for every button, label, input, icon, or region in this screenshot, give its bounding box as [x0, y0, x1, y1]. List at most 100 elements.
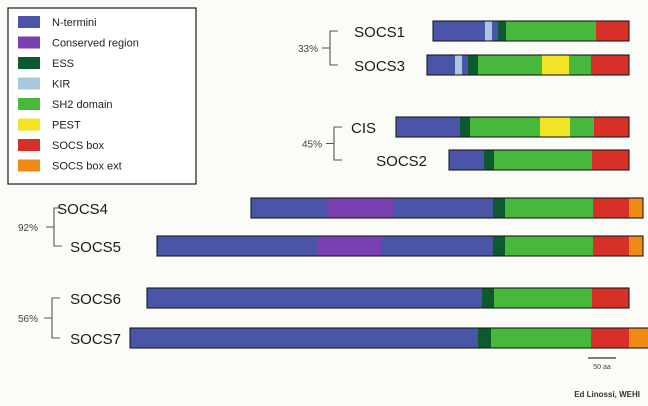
- segment-socs-box: [591, 55, 629, 75]
- protein-bar-socs3: [426, 54, 630, 76]
- legend-label-n-termini: N-termini: [52, 17, 97, 29]
- segment-ess: [498, 21, 506, 41]
- bracket-line: [44, 297, 60, 339]
- protein-label-socs5: SOCS5: [70, 239, 121, 256]
- segment-n-termini: [251, 198, 327, 218]
- segment-kir: [485, 21, 492, 41]
- protein-label-socs3: SOCS3: [354, 58, 405, 75]
- segment-sh2-domain: [491, 328, 591, 348]
- segment-n-termini: [462, 55, 468, 75]
- legend-swatch-conserved-region: [18, 36, 40, 49]
- segment-conserved-region: [317, 236, 381, 256]
- protein-bar-outline: [432, 20, 630, 42]
- legend-swatch-sh2-domain: [18, 98, 40, 110]
- legend-swatch-pest: [18, 118, 40, 131]
- credit-text: Ed Linossi, WEHI: [574, 390, 640, 399]
- segment-socs-box: [592, 288, 629, 308]
- segment-n-termini: [147, 288, 482, 308]
- legend-swatch-n-termini: [18, 16, 40, 28]
- legend-label-conserved-region: Conserved region: [52, 38, 139, 50]
- segment-sh2-domain: [570, 117, 594, 137]
- legend-label-sh2-domain: SH2 domain: [52, 99, 113, 111]
- legend-label-kir: KIR: [52, 79, 70, 91]
- segment-socs-box: [596, 21, 629, 41]
- protein-bars: [129, 20, 648, 349]
- legend-swatch-socs-box: [18, 139, 40, 151]
- segment-socs-box: [591, 328, 629, 348]
- segment-sh2-domain: [494, 150, 592, 170]
- segment-ess: [478, 328, 491, 348]
- legend-label-ess: ESS: [52, 58, 74, 70]
- legend-swatch-kir: [18, 77, 40, 90]
- homology-percent: 56%: [18, 314, 38, 325]
- protein-bar-socs5: [156, 235, 644, 257]
- segment-n-termini: [492, 21, 498, 41]
- homology-bracket-socs1-socs3: 33%: [298, 30, 338, 66]
- segment-socs-box: [593, 236, 629, 256]
- protein-label-socs6: SOCS6: [70, 291, 121, 308]
- protein-label-socs7: SOCS7: [70, 331, 121, 348]
- segment-socs-box: [592, 150, 629, 170]
- bracket-line: [46, 207, 62, 247]
- homology-percent: 33%: [298, 44, 318, 55]
- scale-bar: 50 aa: [588, 357, 616, 371]
- protein-label-cis: CIS: [351, 120, 376, 137]
- protein-bar-outline: [250, 197, 644, 219]
- segment-n-termini: [396, 117, 460, 137]
- segment-sh2-domain: [470, 117, 540, 137]
- segment-sh2-domain: [506, 21, 596, 41]
- homology-bracket-cis-socs2: 45%: [302, 126, 342, 161]
- protein-bar-socs1: [432, 20, 630, 42]
- segment-socs-box-ext: [629, 236, 643, 256]
- segment-ess: [493, 198, 505, 218]
- segment-socs-box: [593, 198, 629, 218]
- segment-socs-box-ext: [629, 328, 648, 348]
- protein-label-socs1: SOCS1: [354, 24, 405, 41]
- segment-sh2-domain: [478, 55, 542, 75]
- legend-swatch-ess: [18, 57, 40, 69]
- segment-ess: [460, 117, 470, 137]
- protein-bar-outline: [395, 116, 630, 138]
- legend: N-termini Conserved region ESS KIR SH2 domai…: [7, 7, 197, 185]
- protein-label-socs4: SOCS4: [57, 201, 108, 218]
- bracket-line: [326, 126, 342, 161]
- legend-label-socs-box-ext: SOCS box ext: [52, 161, 122, 173]
- segment-n-termini: [130, 328, 478, 348]
- segment-n-termini: [433, 21, 485, 41]
- legend-label-socs-box: SOCS box: [52, 140, 104, 152]
- protein-bar-socs6: [146, 287, 630, 309]
- legend-label-pest: PEST: [52, 120, 81, 132]
- segment-socs-box: [594, 117, 629, 137]
- homology-brackets: 33% 45% 92% 56%: [18, 30, 342, 339]
- protein-bar-outline: [448, 149, 630, 171]
- protein-bar-outline: [129, 327, 648, 349]
- segment-n-termini: [449, 150, 484, 170]
- protein-bar-cis: [395, 116, 630, 138]
- segment-pest: [540, 117, 570, 137]
- homology-bracket-socs6-socs7: 56%: [18, 297, 60, 339]
- protein-bar-outline: [146, 287, 630, 309]
- bracket-line: [322, 30, 338, 66]
- segment-pest: [542, 55, 569, 75]
- homology-percent: 45%: [302, 140, 322, 151]
- segment-n-termini: [393, 198, 493, 218]
- legend-swatch-socs-box-ext: [18, 159, 40, 172]
- protein-bar-outline: [426, 54, 630, 76]
- homology-bracket-socs4-socs5: 92%: [18, 207, 62, 247]
- protein-label-socs2: SOCS2: [376, 153, 427, 170]
- segment-sh2-domain: [505, 198, 593, 218]
- segment-conserved-region: [327, 198, 393, 218]
- scale-bar-label: 50 aa: [593, 364, 611, 371]
- segment-ess: [484, 150, 494, 170]
- legend-box: [7, 7, 197, 185]
- segment-sh2-domain: [569, 55, 591, 75]
- protein-bar-socs4: [250, 197, 644, 219]
- segment-ess: [468, 55, 478, 75]
- segment-sh2-domain: [505, 236, 593, 256]
- segment-n-termini: [157, 236, 317, 256]
- segment-n-termini: [427, 55, 455, 75]
- segment-ess: [482, 288, 494, 308]
- protein-bar-socs7: [129, 327, 648, 349]
- segment-n-termini: [381, 236, 493, 256]
